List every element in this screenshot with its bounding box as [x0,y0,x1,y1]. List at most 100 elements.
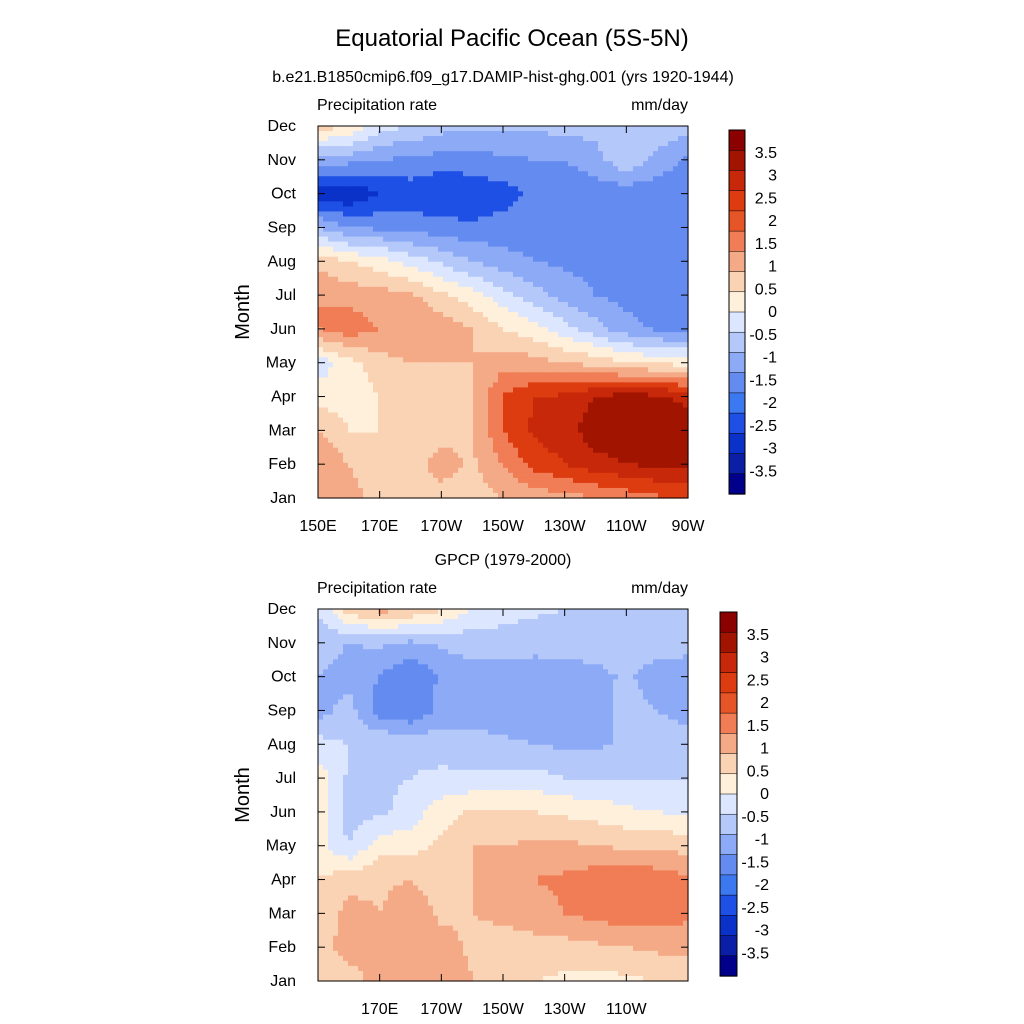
heatmap-cell [473,367,479,373]
heatmap-cell [348,357,354,363]
heatmap-cell [348,301,354,308]
heatmap-cell [583,352,589,358]
heatmap-cell [593,357,599,363]
heatmap-cell [408,261,414,268]
heatmap-cell [458,452,464,459]
heatmap-cell [598,427,604,434]
heatmap-cell [468,136,474,142]
heatmap-cell [388,427,394,434]
heatmap-cell [513,256,519,263]
heatmap-cell [438,337,444,343]
heatmap-cell [683,186,689,192]
heatmap-cell [358,276,364,283]
heatmap-cell [578,136,584,142]
heatmap-cell [648,322,654,328]
heatmap-cell [593,377,599,383]
heatmap-cell [578,347,584,353]
heatmap-cell [428,422,434,429]
heatmap-cell [423,231,429,238]
heatmap-cell [553,422,559,429]
heatmap-cell [488,337,494,343]
heatmap-cell [393,191,399,197]
heatmap-cell [638,126,644,132]
heatmap-cell [498,392,504,399]
heatmap-cell [378,372,384,378]
heatmap-cell [323,286,329,293]
heatmap-cell [473,236,479,243]
heatmap-cell [608,377,614,383]
heatmap-cell [503,241,509,248]
heatmap-cell [658,281,664,288]
heatmap-cell [578,457,584,464]
heatmap-cell [468,271,474,278]
heatmap-cell [563,236,569,243]
heatmap-cell [443,131,449,137]
heatmap-cell [378,296,384,303]
heatmap-cell [383,402,389,409]
heatmap-cell [538,176,544,182]
heatmap-cell [593,286,599,293]
heatmap-cell [563,342,569,348]
heatmap-cell [463,206,469,213]
heatmap-cell [518,392,524,399]
heatmap-cell [553,301,559,308]
heatmap-cell [328,241,334,248]
heatmap-cell [568,186,574,192]
heatmap-cell [453,377,459,383]
heatmap-cell [563,211,569,218]
heatmap-cell [483,156,489,162]
heatmap-cell [493,291,499,298]
heatmap-cell [343,236,349,243]
heatmap-cell [533,136,539,142]
heatmap-cell [613,261,619,268]
heatmap-cell [363,146,369,152]
heatmap-cell [573,392,579,399]
heatmap-cell [383,211,389,218]
heatmap-cell [658,126,664,132]
heatmap-cell [428,427,434,434]
heatmap-cell [598,236,604,243]
heatmap-cell [423,206,429,213]
heatmap-cell [433,372,439,378]
heatmap-cell [368,181,374,187]
heatmap-cell [548,216,554,223]
heatmap-cell [468,327,474,333]
heatmap-cell [613,136,619,142]
heatmap-cell [568,387,574,394]
heatmap-cell [423,372,429,378]
heatmap-cell [403,437,409,444]
heatmap-cell [488,397,494,404]
heatmap-cell [353,452,359,459]
heatmap-cell [678,332,684,338]
heatmap-cell [673,281,679,288]
heatmap-cell [373,251,379,258]
heatmap-cell [528,422,534,429]
heatmap-cell [438,176,444,182]
heatmap-cell [358,171,364,177]
heatmap-cell [413,312,419,318]
heatmap-cell [523,236,529,243]
heatmap-cell [453,236,459,243]
heatmap-cell [518,432,524,439]
heatmap-cell [538,171,544,177]
heatmap-cell [448,286,454,293]
heatmap-cell [568,221,574,228]
heatmap-cell [668,131,674,137]
heatmap-cell [458,211,464,218]
heatmap-cell [598,347,604,353]
heatmap-cell [478,462,484,469]
heatmap-cell [453,156,459,162]
heatmap-cell [678,196,684,203]
heatmap-cell [533,452,539,459]
heatmap-cell [653,327,659,333]
heatmap-cell [608,422,614,429]
heatmap-cell [658,372,664,378]
heatmap-cell [593,276,599,283]
heatmap-cell [458,301,464,308]
heatmap-cell [578,397,584,404]
heatmap-cell [363,432,369,439]
heatmap-cell [488,241,494,248]
heatmap-cell [438,126,444,132]
heatmap-cell [403,306,409,313]
heatmap-cell [518,216,524,223]
